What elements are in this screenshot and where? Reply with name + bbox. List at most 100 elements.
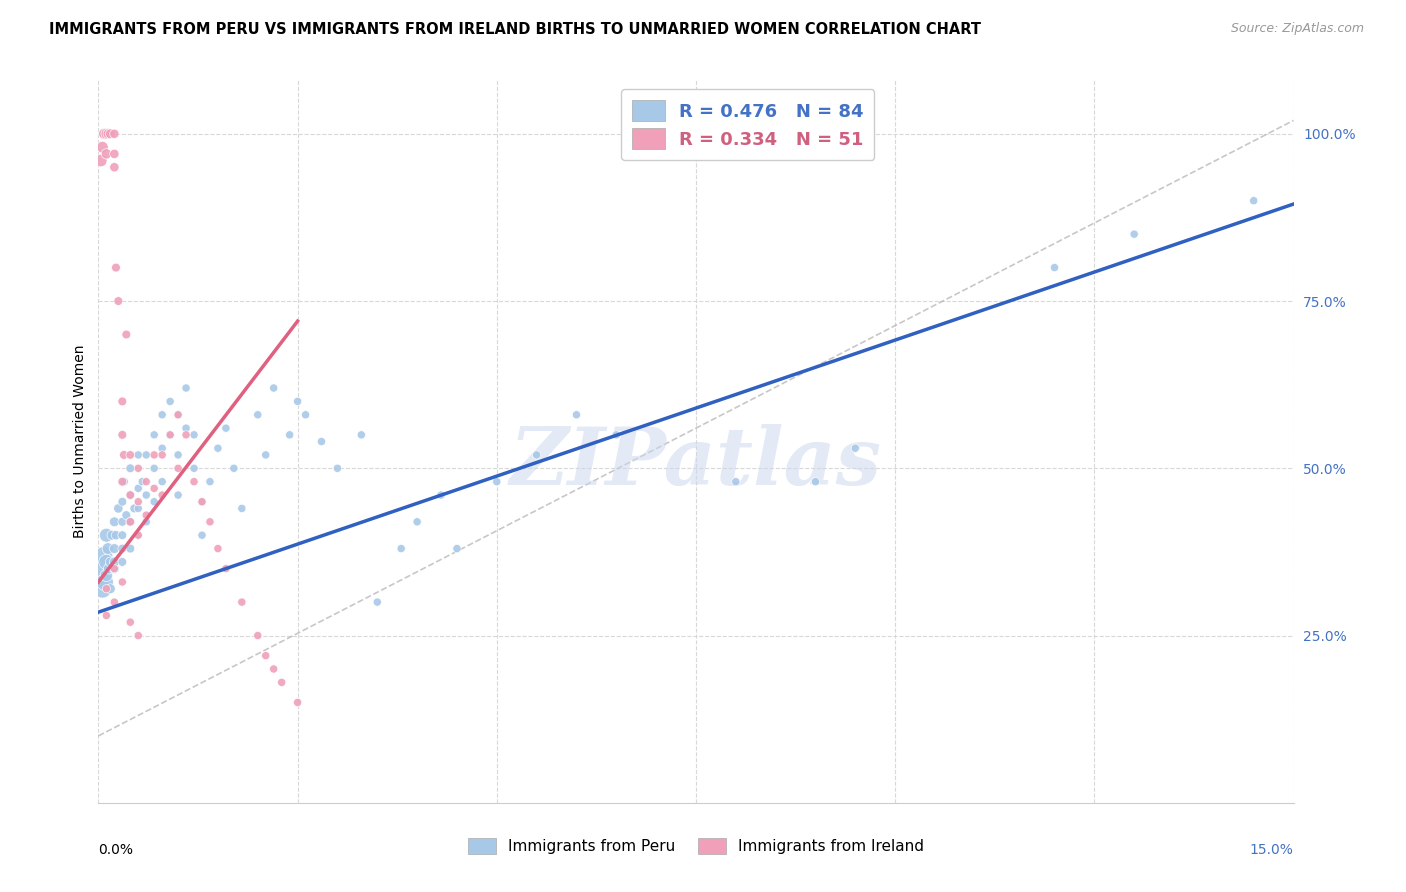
Point [93, 548, 115, 563]
Point [127, 448, 149, 462]
Point [526, 448, 548, 462]
Point [389, 541, 412, 556]
Point [246, 628, 269, 642]
Point [135, 508, 157, 523]
Point [135, 475, 157, 489]
Point [198, 475, 221, 489]
Point [111, 494, 134, 508]
Point [127, 528, 149, 542]
Point [120, 448, 142, 462]
Point [103, 595, 125, 609]
Point [844, 442, 866, 455]
Point [804, 475, 827, 489]
Point [287, 394, 309, 409]
Point [366, 595, 388, 609]
Point [103, 161, 125, 175]
Point [143, 448, 166, 462]
Point [150, 448, 173, 462]
Point [150, 488, 173, 502]
Point [150, 475, 173, 489]
Point [97, 127, 120, 141]
Point [97, 541, 120, 556]
Point [131, 475, 153, 489]
Point [143, 461, 166, 475]
Point [246, 408, 269, 422]
Point [111, 555, 134, 569]
Point [159, 394, 181, 409]
Point [446, 541, 468, 556]
Point [127, 482, 149, 496]
Point [94, 575, 117, 590]
Point [430, 488, 453, 502]
Point [311, 434, 333, 449]
Point [120, 461, 142, 475]
Point [111, 575, 134, 590]
Point [263, 381, 285, 395]
Point [183, 427, 205, 442]
Point [91, 582, 114, 596]
Point [215, 421, 238, 435]
Point [167, 488, 190, 502]
Text: IMMIGRANTS FROM PERU VS IMMIGRANTS FROM IRELAND BIRTHS TO UNMARRIED WOMEN CORREL: IMMIGRANTS FROM PERU VS IMMIGRANTS FROM … [49, 22, 981, 37]
Point [207, 541, 229, 556]
Point [90, 562, 112, 576]
Point [294, 408, 316, 422]
Point [198, 515, 221, 529]
Legend: Immigrants from Peru, Immigrants from Ireland: Immigrants from Peru, Immigrants from Ir… [463, 832, 929, 860]
Point [222, 461, 245, 475]
Point [174, 421, 197, 435]
Point [135, 488, 157, 502]
Point [254, 648, 277, 663]
Text: 0.0%: 0.0% [98, 843, 134, 856]
Point [127, 528, 149, 542]
Point [96, 582, 118, 596]
Point [103, 147, 125, 161]
Point [97, 562, 120, 576]
Point [167, 408, 190, 422]
Point [127, 494, 149, 508]
Point [127, 501, 149, 516]
Point [207, 442, 229, 455]
Point [111, 475, 134, 489]
Point [111, 541, 134, 556]
Point [263, 662, 285, 676]
Point [96, 127, 118, 141]
Point [150, 408, 173, 422]
Point [135, 448, 157, 462]
Point [127, 461, 149, 475]
Point [215, 562, 238, 576]
Point [96, 528, 118, 542]
Point [112, 448, 135, 462]
Point [98, 127, 122, 141]
Point [159, 427, 181, 442]
Point [350, 427, 373, 442]
Point [278, 427, 301, 442]
Point [120, 488, 142, 502]
Point [103, 127, 125, 141]
Point [103, 555, 125, 569]
Point [96, 147, 118, 161]
Point [605, 427, 627, 442]
Point [174, 427, 197, 442]
Point [120, 515, 142, 529]
Text: 15.0%: 15.0% [1250, 843, 1294, 856]
Point [143, 482, 166, 496]
Point [287, 696, 309, 710]
Point [120, 488, 142, 502]
Y-axis label: Births to Unmarried Women: Births to Unmarried Women [73, 345, 87, 538]
Point [93, 127, 115, 141]
Point [191, 494, 214, 508]
Point [120, 615, 142, 630]
Text: ZIPatlas: ZIPatlas [510, 425, 882, 502]
Point [183, 461, 205, 475]
Text: Source: ZipAtlas.com: Source: ZipAtlas.com [1230, 22, 1364, 36]
Point [103, 562, 125, 576]
Point [120, 541, 142, 556]
Point [98, 582, 122, 596]
Point [406, 515, 429, 529]
Point [96, 555, 118, 569]
Point [90, 153, 112, 168]
Point [150, 442, 173, 455]
Point [111, 528, 134, 542]
Point [103, 562, 125, 576]
